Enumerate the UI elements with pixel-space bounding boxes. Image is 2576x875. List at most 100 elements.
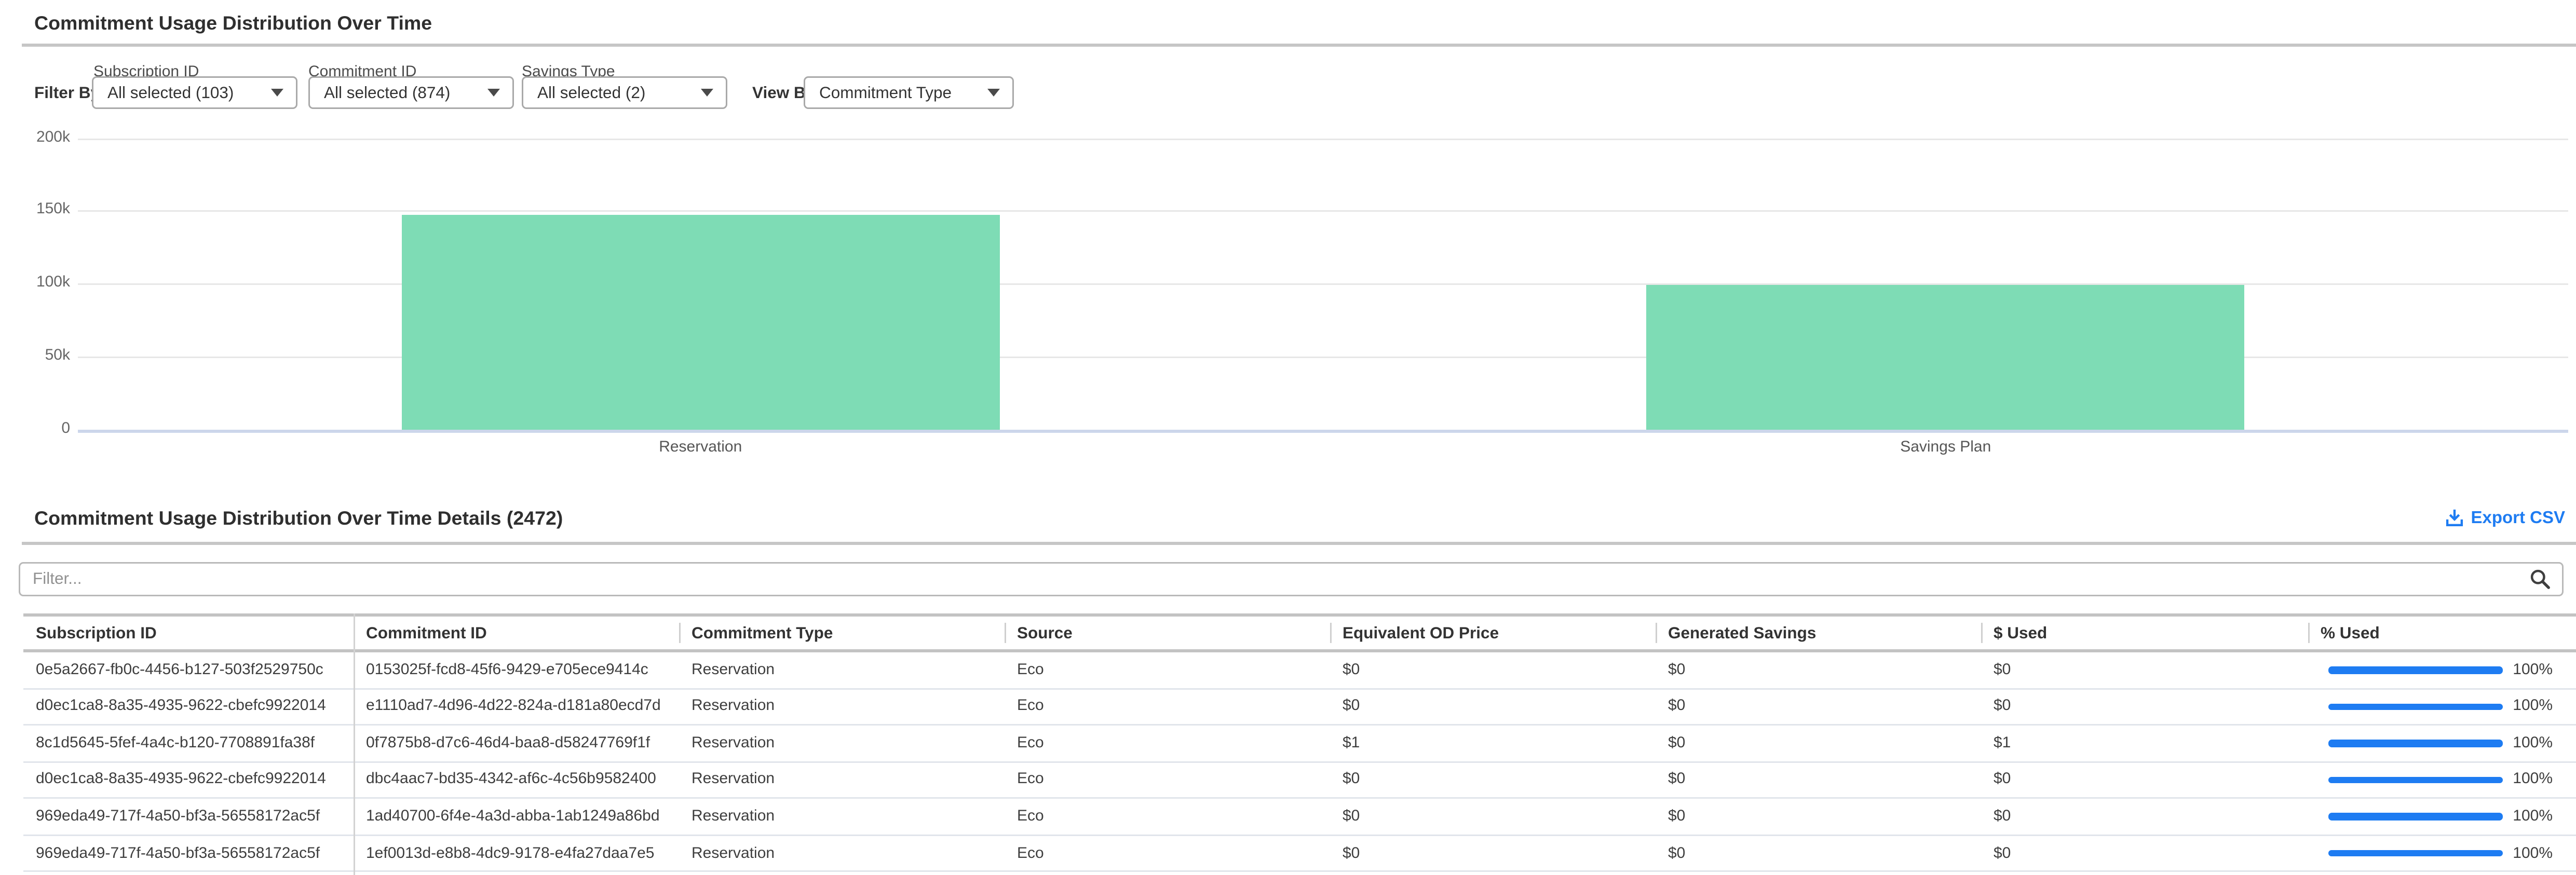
cell-equivalent-od-price: $0	[1343, 771, 1360, 789]
gridline	[78, 211, 2568, 213]
commitment-id-dropdown[interactable]: All selected (874)	[308, 76, 514, 109]
pct-used-progress-bar	[2328, 776, 2503, 784]
cell-generated-savings: $0	[1668, 844, 1686, 862]
pct-used-progress-bar	[2328, 666, 2503, 674]
gridline	[78, 357, 2568, 359]
download-icon	[2447, 509, 2464, 527]
view-by-dropdown[interactable]: Commitment Type	[804, 76, 1014, 109]
chevron-down-icon	[271, 89, 283, 97]
cell-subscription-id: 8c1d5645-5fef-4a4c-b120-7708891fa38f	[36, 734, 315, 752]
table-row: 969eda49-717f-4a50-bf3a-56558172ac5f 1ad4…	[23, 799, 2576, 836]
cell-source: Eco	[1017, 698, 1044, 715]
pct-used-progress-bar	[2328, 740, 2503, 747]
view-by-dropdown-value: Commitment Type	[819, 83, 952, 102]
pct-used-progress-bar	[2328, 850, 2503, 857]
pct-used-value: 100%	[2513, 698, 2553, 715]
pct-used-value: 100%	[2513, 734, 2553, 752]
export-csv-button[interactable]: Export CSV	[2446, 509, 2565, 528]
details-title: Commitment Usage Distribution Over Time …	[34, 508, 563, 529]
cell-pct-used: 100%	[2308, 845, 2576, 862]
pct-used-value: 100%	[2513, 844, 2553, 862]
cell-source: Eco	[1017, 734, 1044, 752]
cell-commitment-type: Reservation	[692, 771, 775, 789]
cell-subscription-id: 0e5a2667-fb0c-4456-b127-503f2529750c	[36, 661, 323, 679]
cell-pct-used: 100%	[2308, 808, 2576, 825]
cell-subscription-id: d0ec1ca8-8a35-4935-9622-cbefc9922014	[36, 771, 326, 789]
cell-commitment-id: 0153025f-fcd8-45f6-9429-e705ece9414c	[366, 661, 648, 679]
chevron-down-icon	[487, 89, 500, 97]
cell-equivalent-od-price: $0	[1343, 661, 1360, 679]
cell-subscription-id: 969eda49-717f-4a50-bf3a-56558172ac5f	[36, 808, 320, 825]
cell-pct-used: 100%	[2308, 698, 2576, 715]
cell-equivalent-od-price: $0	[1343, 698, 1360, 715]
table-filter	[19, 562, 2564, 596]
y-axis-tick-label: 0	[61, 420, 70, 438]
pct-used-progress-fill	[2328, 740, 2503, 747]
frozen-column-divider	[354, 613, 355, 875]
details-divider	[22, 542, 2576, 545]
cell-commitment-id: e1110ad7-4d96-4d22-824a-d181a80ecd7d	[366, 698, 661, 715]
cell-subscription-id: 969eda49-717f-4a50-bf3a-56558172ac5f	[36, 844, 320, 862]
cell-equivalent-od-price: $0	[1343, 844, 1360, 862]
cell-pct-used: 100%	[2308, 661, 2576, 678]
title-divider	[22, 44, 2576, 47]
bar-reservation	[401, 214, 1000, 430]
subscription-id-dropdown-value: All selected (103)	[107, 83, 234, 102]
column-header-pct-used: % Used	[2308, 617, 2576, 649]
cell-pct-used: 100%	[2308, 735, 2576, 752]
savings-type-dropdown[interactable]: All selected (2)	[522, 76, 727, 109]
y-axis-tick-label: 150k	[36, 201, 70, 219]
cell-generated-savings: $0	[1668, 808, 1686, 825]
cell-used: $0	[1994, 661, 2011, 679]
pct-used-progress-fill	[2328, 813, 2503, 821]
cell-used: $0	[1994, 844, 2011, 862]
cell-commitment-id: 1ef0013d-e8b8-4dc9-9178-e4fa27daa7e5	[366, 844, 655, 862]
cell-commitment-id: 0f7875b8-d7c6-46d4-baa8-d58247769f1f	[366, 734, 650, 752]
column-header-source: Source	[1005, 617, 1330, 649]
cell-commitment-id: dbc4aac7-bd35-4342-af6c-4c56b9582400	[366, 771, 656, 789]
search-icon	[2530, 569, 2550, 589]
cell-generated-savings: $0	[1668, 698, 1686, 715]
cell-source: Eco	[1017, 808, 1044, 825]
pct-used-progress-fill	[2328, 776, 2503, 784]
table-row: 8c1d5645-5fef-4a4c-b120-7708891fa38f 0f78…	[23, 726, 2576, 762]
commitment-id-dropdown-value: All selected (874)	[324, 83, 451, 102]
pct-used-value: 100%	[2513, 771, 2553, 789]
export-csv-label: Export CSV	[2471, 509, 2565, 528]
gridline	[78, 283, 2568, 285]
x-axis-label: Reservation	[659, 439, 742, 456]
y-axis-tick-label: 50k	[45, 347, 70, 365]
chevron-down-icon	[987, 89, 1000, 97]
cell-source: Eco	[1017, 844, 1044, 862]
chevron-down-icon	[701, 89, 713, 97]
table-filter-input[interactable]	[19, 562, 2564, 596]
column-header-generated-savings: Generated Savings	[1656, 617, 1981, 649]
cell-commitment-type: Reservation	[692, 698, 775, 715]
subscription-id-dropdown[interactable]: All selected (103)	[92, 76, 297, 109]
cell-pct-used: 100%	[2308, 771, 2576, 788]
cell-used: $0	[1994, 808, 2011, 825]
cell-used: $0	[1994, 771, 2011, 789]
cell-subscription-id: d0ec1ca8-8a35-4935-9622-cbefc9922014	[36, 698, 326, 715]
pct-used-progress-fill	[2328, 850, 2503, 857]
cell-commitment-type: Reservation	[692, 661, 775, 679]
pct-used-value: 100%	[2513, 661, 2553, 679]
column-header-commitment-id: Commitment ID	[354, 617, 679, 649]
pct-used-value: 100%	[2513, 808, 2553, 825]
page-title: Commitment Usage Distribution Over Time	[34, 12, 432, 34]
table-row: d0ec1ca8-8a35-4935-9622-cbefc9922014 e111…	[23, 689, 2576, 726]
table-row: 0e5a2667-fb0c-4456-b127-503f2529750c 0153…	[23, 652, 2576, 689]
table-row-partial	[23, 872, 2576, 875]
cell-generated-savings: $0	[1668, 734, 1686, 752]
cell-source: Eco	[1017, 661, 1044, 679]
y-axis-tick-label: 100k	[36, 274, 70, 292]
cell-commitment-type: Reservation	[692, 734, 775, 752]
cell-generated-savings: $0	[1668, 771, 1686, 789]
table-row: d0ec1ca8-8a35-4935-9622-cbefc9922014 dbc4…	[23, 762, 2576, 799]
cell-generated-savings: $0	[1668, 661, 1686, 679]
cell-commitment-type: Reservation	[692, 808, 775, 825]
table-header-row: Subscription ID Commitment ID Commitment…	[23, 613, 2576, 652]
column-header-commitment-type: Commitment Type	[679, 617, 1005, 649]
cell-commitment-id: 1ad40700-6f4e-4a3d-abba-1ab1249a86bd	[366, 808, 660, 825]
